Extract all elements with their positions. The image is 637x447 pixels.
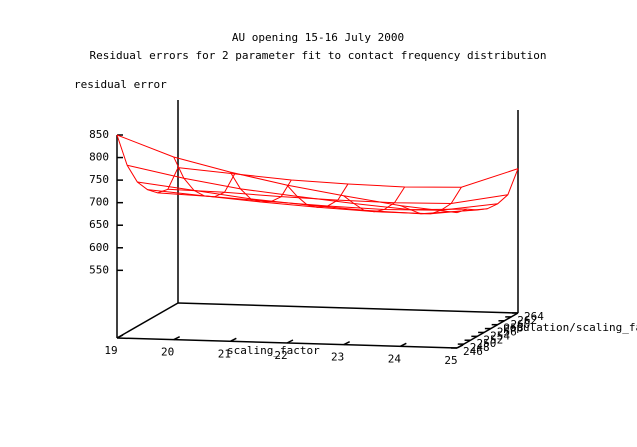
z-tick-label: 700 — [89, 196, 109, 209]
y-tick-label: 262 — [517, 314, 537, 327]
x-tick — [343, 340, 351, 346]
z-tick-label: 650 — [89, 218, 109, 231]
y-tick-label: 246 — [463, 345, 483, 358]
x-tick-label: 19 — [104, 344, 117, 357]
axis-frame — [116, 302, 179, 339]
y-tick-label: 250 — [477, 337, 497, 350]
y-tick-label: 252 — [483, 333, 503, 346]
x-tick — [286, 339, 294, 344]
y-tick-label: 254 — [490, 329, 510, 342]
x-tick — [399, 342, 407, 348]
y-tick-label: 256 — [497, 326, 517, 339]
y-tick-label: 248 — [470, 341, 490, 354]
y-axis-label: population/scaling_factor — [503, 321, 637, 334]
y-tick-label: 264 — [524, 310, 544, 323]
surface-line — [400, 187, 462, 215]
z-tick-label: 800 — [89, 151, 109, 164]
x-tick — [173, 335, 181, 341]
x-tick-label: 20 — [161, 346, 174, 359]
axis-frame — [177, 302, 519, 314]
chart-title: AU opening 15-16 July 2000 — [232, 31, 404, 44]
x-tick-label: 21 — [218, 347, 231, 360]
surface-line — [173, 156, 236, 198]
y-tick-label: 258 — [504, 322, 524, 335]
x-tick-label: 24 — [388, 352, 402, 365]
y-tick-label: 260 — [510, 318, 530, 331]
z-tick-label: 600 — [89, 241, 109, 254]
x-tick — [456, 344, 464, 349]
z-tick-label: 750 — [89, 173, 109, 186]
surface-line — [116, 134, 458, 214]
axis-frame — [456, 312, 519, 349]
surface-line — [343, 186, 406, 213]
x-tick — [229, 337, 237, 343]
z-tick-label: 850 — [89, 128, 109, 141]
x-tick — [116, 334, 124, 339]
x-tick-label: 22 — [274, 349, 287, 362]
surface-line — [229, 171, 292, 203]
x-tick-label: 25 — [444, 354, 457, 367]
x-tick-label: 23 — [331, 351, 344, 364]
x-axis-label: scaling_factor — [227, 344, 320, 357]
z-axis-label: residual error — [74, 78, 167, 91]
surface-line — [286, 183, 349, 208]
surface-line — [456, 168, 519, 214]
chart-subtitle: Residual errors for 2 parameter fit to c… — [90, 49, 547, 62]
z-tick-label: 550 — [89, 263, 109, 276]
surface-line — [116, 134, 179, 194]
